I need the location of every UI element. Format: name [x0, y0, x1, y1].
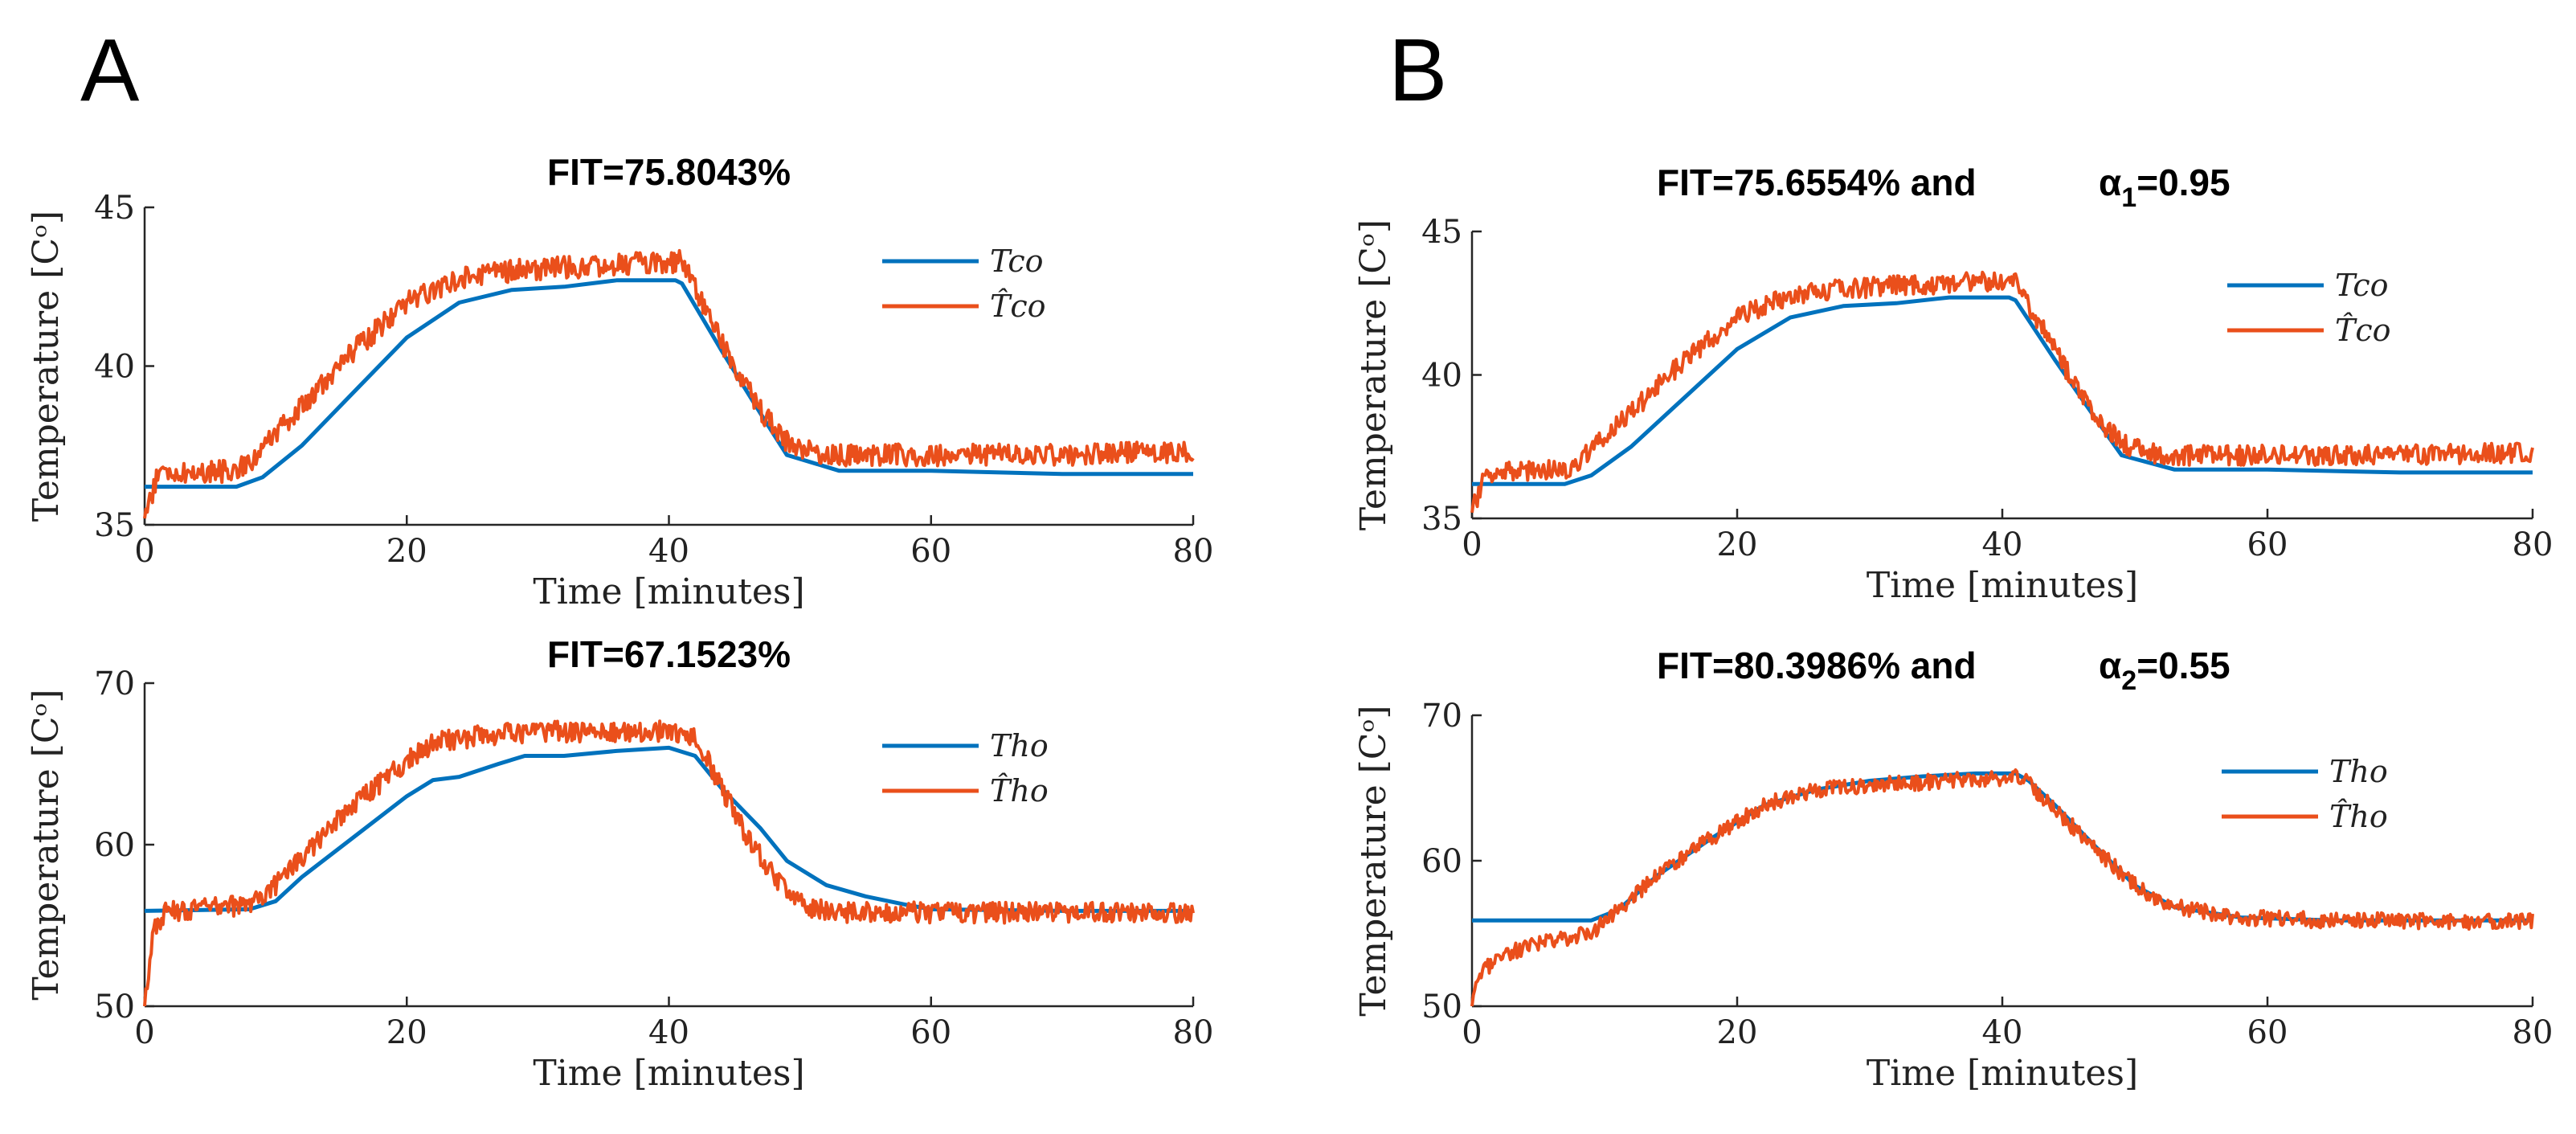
x-tick-label: 60 [910, 533, 951, 570]
y-axis-label: Temperature [Cᵒ] [1353, 705, 1394, 1016]
x-axis-label: Time [minutes] [1867, 565, 2138, 606]
chart-4: 0 20 40 60 80 50 60 70 Time [minutes] Temperature… [1353, 645, 2553, 1094]
x-axis-label: Time [minutes] [1867, 1053, 2138, 1094]
y-tick-label: 35 [94, 507, 135, 544]
series-line-measured [1472, 295, 2533, 486]
x-tick-label: 80 [1173, 1014, 1214, 1051]
chart-title: FIT=80.3986% and [1657, 645, 1977, 686]
x-tick-label: 60 [2247, 1014, 2288, 1051]
chart-title-alpha: α2=0.55 [2099, 645, 2230, 696]
x-tick-label: 0 [1462, 526, 1482, 563]
legend-label: Tco [2335, 268, 2389, 303]
chart-title: FIT=75.8043% [547, 151, 791, 193]
chart-3: 0 20 40 60 80 35 40 45 Time [minutes] Temperature… [1353, 162, 2553, 606]
x-tick-label: 80 [2513, 1014, 2554, 1051]
y-tick-label: 70 [94, 665, 135, 702]
x-tick-label: 40 [648, 1014, 689, 1051]
y-axis-label: Temperature [Cᵒ] [26, 689, 67, 1000]
series-line-measured [145, 278, 1193, 489]
x-tick-label: 40 [648, 533, 689, 570]
x-tick-label: 40 [1982, 1014, 2023, 1051]
y-tick-label: 35 [1421, 501, 1462, 538]
x-tick-label: 20 [1717, 526, 1758, 563]
legend-label: T̂ho [990, 773, 1049, 809]
x-tick-label: 60 [2247, 526, 2288, 563]
y-tick-label: 60 [1421, 843, 1462, 880]
x-tick-label: 40 [1982, 526, 2023, 563]
series-line-estimated [1470, 768, 2534, 1007]
series-line-estimated [143, 719, 1195, 1007]
x-tick-label: 0 [134, 1014, 154, 1051]
y-tick-label: 45 [94, 190, 135, 227]
y-tick-label: 70 [1421, 698, 1462, 735]
y-tick-label: 50 [94, 989, 135, 1026]
x-tick-label: 20 [386, 533, 427, 570]
series-line-estimated [143, 248, 1195, 519]
x-tick-label: 60 [910, 1014, 951, 1051]
chart-title: FIT=75.6554% and [1657, 162, 1977, 203]
x-tick-label: 80 [1173, 533, 1214, 570]
y-tick-label: 45 [1421, 214, 1462, 251]
x-axis-label: Time [minutes] [533, 571, 804, 612]
x-tick-label: 0 [1462, 1014, 1482, 1051]
chart-1: 0 20 40 60 80 35 40 45 Time [minutes] Temperature… [26, 151, 1213, 612]
legend-label: T̂ho [2329, 799, 2388, 834]
chart-2: 0 20 40 60 80 50 60 70 Time [minutes] Temperature… [26, 633, 1213, 1094]
y-tick-label: 50 [1421, 989, 1462, 1026]
panel-label-b: B [1388, 21, 1447, 120]
legend-label: T̂co [990, 289, 1046, 324]
legend-label: T̂co [2335, 313, 2391, 348]
y-tick-label: 40 [1421, 358, 1462, 395]
legend-label: Tho [2329, 754, 2388, 789]
chart-title: FIT=67.1523% [547, 633, 791, 675]
series-line-measured [144, 745, 1193, 913]
panel-label-a: A [80, 21, 140, 120]
x-tick-label: 80 [2513, 526, 2554, 563]
x-axis-label: Time [minutes] [533, 1053, 804, 1094]
y-axis-label: Temperature [Cᵒ] [26, 211, 67, 522]
series-line-estimated [1470, 270, 2534, 514]
chart-title-alpha: α1=0.95 [2099, 162, 2230, 213]
plots-group: 0 20 40 60 80 35 40 45 Time [minutes] Temperature… [26, 151, 2553, 1094]
legend-label: Tho [990, 728, 1049, 764]
x-tick-label: 20 [1717, 1014, 1758, 1051]
y-tick-label: 60 [94, 827, 135, 864]
x-tick-label: 20 [386, 1014, 427, 1051]
legend-label: Tco [990, 244, 1044, 279]
y-axis-label: Temperature [Cᵒ] [1353, 219, 1394, 530]
x-tick-label: 0 [134, 533, 154, 570]
y-tick-label: 40 [94, 349, 135, 386]
